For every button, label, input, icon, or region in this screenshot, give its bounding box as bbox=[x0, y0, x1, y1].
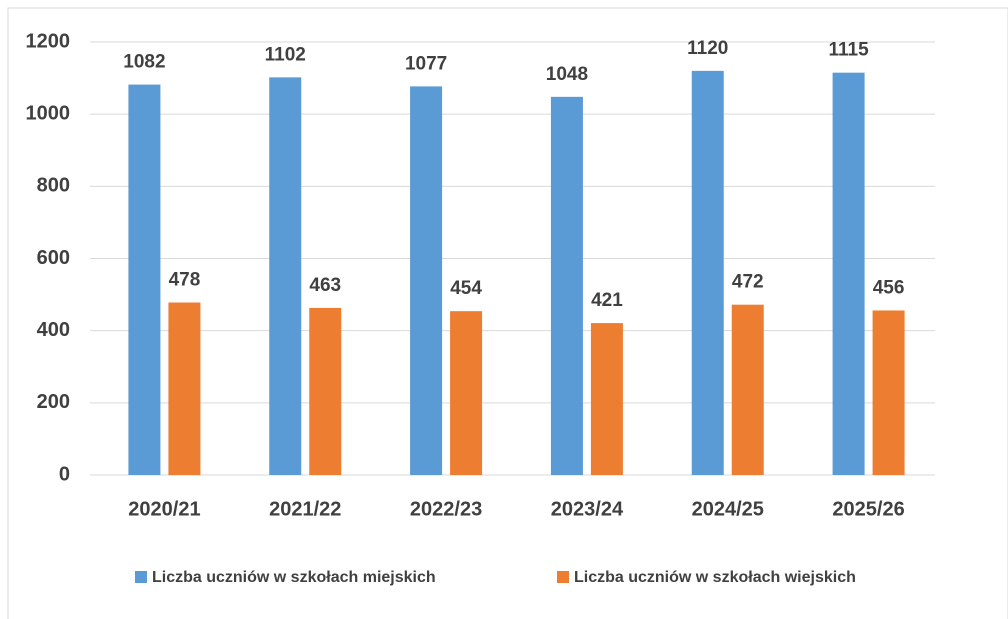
data-label: 478 bbox=[169, 270, 201, 291]
data-label: 1115 bbox=[828, 40, 869, 61]
bar bbox=[550, 96, 583, 475]
data-label: 472 bbox=[732, 272, 764, 293]
data-label: 454 bbox=[450, 278, 482, 299]
data-label: 1048 bbox=[546, 64, 588, 85]
y-tick-label: 0 bbox=[59, 463, 70, 485]
bar bbox=[872, 310, 905, 475]
x-tick-label: 2022/23 bbox=[410, 498, 482, 520]
bar bbox=[691, 70, 724, 475]
legend-swatch bbox=[135, 571, 147, 583]
legend-label: Liczba uczniów w szkołach wiejskich bbox=[574, 569, 856, 586]
bar bbox=[410, 86, 443, 475]
bar bbox=[450, 311, 483, 475]
x-tick-label: 2020/21 bbox=[128, 498, 200, 520]
y-tick-label: 1000 bbox=[26, 102, 71, 124]
bar bbox=[309, 307, 342, 475]
x-tick-label: 2023/24 bbox=[551, 498, 624, 520]
data-label: 463 bbox=[309, 275, 341, 296]
x-tick-label: 2021/22 bbox=[269, 498, 341, 520]
data-label: 1102 bbox=[265, 44, 306, 65]
bar bbox=[168, 302, 201, 475]
bar bbox=[832, 72, 865, 475]
y-tick-label: 400 bbox=[37, 319, 70, 341]
y-tick-label: 600 bbox=[37, 247, 70, 269]
data-label: 1082 bbox=[123, 52, 165, 73]
y-tick-label: 800 bbox=[37, 175, 70, 197]
x-tick-label: 2024/25 bbox=[692, 498, 764, 520]
bar bbox=[269, 77, 302, 475]
data-label: 1077 bbox=[405, 53, 447, 74]
bar bbox=[128, 84, 161, 475]
bar bbox=[731, 304, 764, 475]
chart-frame bbox=[7, 7, 1008, 619]
data-label: 1120 bbox=[687, 38, 728, 59]
y-tick-label: 200 bbox=[37, 391, 70, 413]
data-label: 421 bbox=[591, 290, 623, 311]
bar bbox=[590, 323, 623, 475]
legend-swatch bbox=[557, 571, 569, 583]
x-tick-label: 2025/26 bbox=[832, 498, 904, 520]
data-label: 456 bbox=[873, 277, 905, 298]
legend-label: Liczba uczniów w szkołach miejskich bbox=[152, 569, 436, 586]
y-tick-label: 1200 bbox=[26, 30, 71, 52]
